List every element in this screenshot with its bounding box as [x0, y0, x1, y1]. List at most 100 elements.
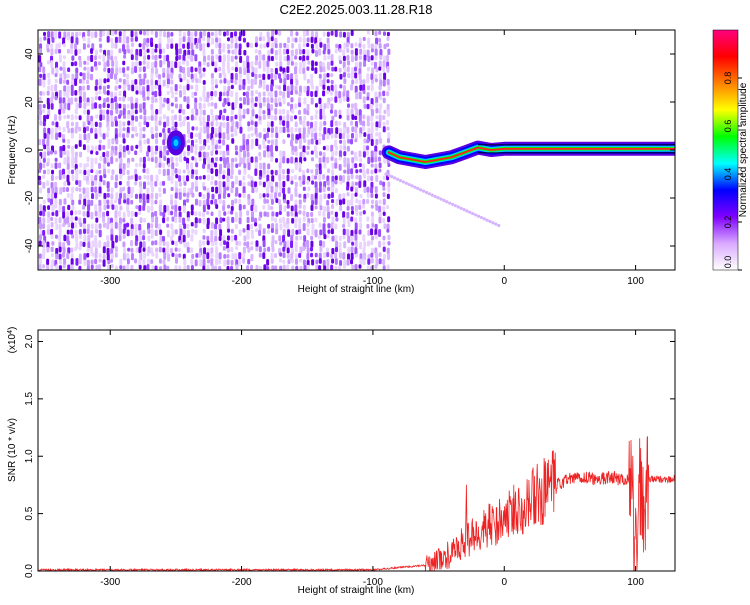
- heatmap-cell: [83, 169, 87, 176]
- heatmap-cell: [134, 126, 138, 133]
- heatmap-cell: [94, 66, 98, 71]
- heatmap-cell: [350, 150, 354, 155]
- heatmap-cell: [126, 180, 130, 187]
- heatmap-cell: [102, 163, 106, 170]
- heatmap-cell: [350, 55, 354, 63]
- heatmap-cell: [119, 187, 123, 194]
- heatmap-cell: [154, 156, 158, 164]
- heatmap-cell: [78, 60, 82, 68]
- heatmap-cell: [239, 55, 243, 64]
- heatmap-cell: [262, 174, 266, 179]
- heatmap-cell: [134, 193, 138, 200]
- heatmap-cell: [294, 127, 298, 133]
- heatmap-cell: [179, 228, 183, 236]
- heatmap-cell: [150, 198, 154, 206]
- heatmap-cell: [114, 42, 118, 49]
- heatmap-cell: [138, 103, 142, 110]
- heatmap-cell: [110, 258, 114, 263]
- heatmap-cell: [46, 229, 50, 235]
- heatmap-cell: [46, 258, 50, 266]
- heatmap-cell: [146, 42, 150, 48]
- heatmap-cell: [151, 55, 155, 60]
- heatmap-cell: [66, 79, 70, 85]
- heatmap-cell: [234, 132, 238, 137]
- heatmap-cell: [163, 156, 167, 161]
- colorbar-tick-label: 0.0: [723, 256, 733, 269]
- heatmap-cell: [110, 193, 114, 200]
- heatmap-cell: [338, 97, 342, 104]
- heatmap-cell: [118, 103, 122, 109]
- heatmap-cell: [210, 78, 214, 86]
- heatmap-cell: [282, 216, 286, 224]
- heatmap-cell: [86, 228, 90, 235]
- heatmap-cell: [346, 126, 350, 134]
- heatmap-cell: [347, 246, 351, 254]
- heatmap-cell: [238, 114, 242, 122]
- heatmap-cell: [94, 157, 98, 165]
- heatmap-cell: [142, 193, 146, 201]
- heatmap-cell: [195, 108, 199, 116]
- heatmap-cell: [306, 109, 310, 116]
- heatmap-cell: [150, 126, 154, 135]
- heatmap-cell: [222, 157, 226, 165]
- heatmap-cell: [210, 252, 214, 258]
- heatmap-cell: [350, 168, 354, 175]
- heatmap-cell: [187, 133, 191, 139]
- heatmap-cell: [58, 162, 62, 169]
- heatmap-cell: [247, 121, 251, 127]
- heatmap-cell: [174, 258, 178, 264]
- heatmap-cell: [274, 138, 278, 146]
- heatmap-cell: [134, 61, 138, 68]
- heatmap-cell: [255, 265, 259, 270]
- heatmap-cell: [167, 127, 171, 134]
- heatmap-cell: [231, 120, 235, 128]
- heatmap-cell: [194, 102, 198, 110]
- heatmap-cell: [231, 216, 235, 224]
- heatmap-cell: [351, 264, 355, 270]
- heatmap-cell: [370, 228, 374, 236]
- heatmap-cell: [350, 72, 354, 80]
- heatmap-cell: [59, 66, 63, 71]
- heatmap-cell: [199, 72, 203, 79]
- heatmap-cell: [83, 133, 87, 141]
- heatmap-cell: [251, 211, 255, 219]
- heatmap-cell: [158, 37, 162, 45]
- heatmap-y-axis-label: Frequency (Hz): [7, 116, 18, 185]
- heatmap-cell: [183, 241, 187, 248]
- heatmap-cell: [99, 109, 103, 116]
- heatmap-cell: [114, 145, 118, 152]
- heatmap-cell: [342, 55, 346, 62]
- heatmap-cell: [383, 223, 387, 230]
- heatmap-cell: [326, 180, 330, 186]
- heatmap-cell: [254, 60, 258, 66]
- heatmap-cell: [214, 223, 218, 230]
- heatmap-cell: [258, 84, 262, 89]
- heatmap-cell: [338, 90, 342, 99]
- heatmap-cell: [262, 228, 266, 235]
- heatmap-cell: [282, 234, 286, 243]
- heatmap-cell: [339, 144, 343, 151]
- heatmap-cell: [242, 186, 246, 194]
- heatmap-cell: [150, 115, 154, 121]
- heatmap-cell: [359, 193, 363, 199]
- heatmap-cell: [346, 60, 350, 66]
- heatmap-cell: [158, 90, 162, 97]
- heatmap-cell: [254, 102, 258, 107]
- heatmap-cell: [158, 162, 162, 168]
- heatmap-cell: [50, 181, 54, 189]
- heatmap-cell: [78, 115, 82, 121]
- heatmap-cell: [279, 223, 283, 231]
- heatmap-cell: [118, 36, 122, 43]
- heatmap-cell: [267, 127, 271, 133]
- heatmap-cell: [155, 67, 159, 76]
- heatmap-cell: [98, 162, 102, 169]
- heatmap-cell: [47, 72, 51, 79]
- heatmap-cell: [318, 258, 322, 264]
- heatmap-cell: [178, 181, 182, 187]
- heatmap-cell: [86, 126, 90, 132]
- heatmap-cell: [202, 85, 206, 92]
- heatmap-cell: [302, 204, 306, 211]
- heatmap-cell: [182, 120, 186, 127]
- heatmap-cell: [306, 42, 310, 48]
- heatmap-cell: [67, 181, 71, 186]
